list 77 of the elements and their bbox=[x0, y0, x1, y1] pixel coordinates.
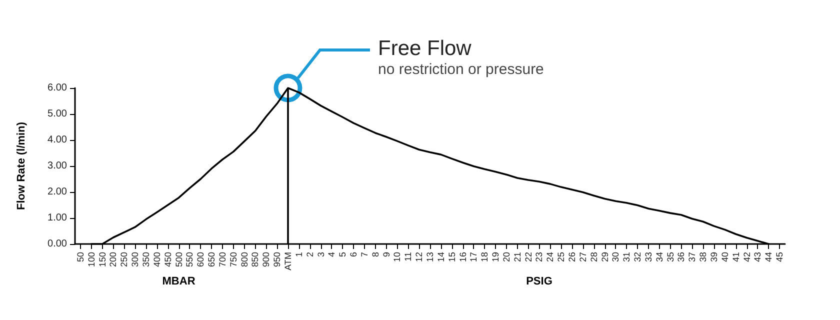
x-tick-label: 11 bbox=[403, 252, 414, 262]
y-tick-label: 1.00 bbox=[48, 212, 68, 224]
x-tick-label: 1 bbox=[294, 252, 304, 258]
x-tick-label: ATM bbox=[283, 252, 293, 270]
x-tick-label: 41 bbox=[730, 252, 741, 262]
y-tick-label: 4.00 bbox=[48, 134, 68, 146]
y-tick-label: 3.00 bbox=[48, 160, 68, 172]
x-tick-label: 7 bbox=[359, 252, 370, 258]
x-tick-label: 2 bbox=[304, 252, 315, 258]
x-tick-label: 300 bbox=[130, 252, 140, 268]
x-tick-label: 25 bbox=[556, 252, 566, 262]
x-tick-label: 18 bbox=[480, 252, 490, 262]
x-tick-label: 6 bbox=[348, 252, 359, 258]
x-tick-label: 8 bbox=[370, 252, 380, 258]
x-tick-label: 28 bbox=[588, 252, 599, 262]
text: PSIG bbox=[526, 276, 552, 288]
x-tick-label: 23 bbox=[534, 252, 544, 262]
x-tick-label: 38 bbox=[698, 252, 708, 262]
x-tick-label: 3 bbox=[316, 252, 326, 258]
y-tick-label: 5.00 bbox=[48, 108, 68, 120]
y-tick-label: 0.00 bbox=[48, 238, 68, 250]
x-tick-label: 43 bbox=[752, 252, 763, 262]
text: MBAR bbox=[162, 276, 196, 288]
x-tick-label: 12 bbox=[414, 252, 424, 262]
x-tick-label: 16 bbox=[458, 252, 468, 262]
x-tick-label: 850 bbox=[250, 252, 260, 268]
x-tick-label: 37 bbox=[687, 252, 698, 262]
x-tick-label: 32 bbox=[632, 252, 643, 262]
y-tick-label: 6.00 bbox=[48, 82, 68, 94]
x-tick-label: 14 bbox=[436, 252, 446, 262]
x-tick-label: 150 bbox=[97, 252, 108, 268]
x-tick-label: 450 bbox=[162, 252, 173, 268]
x-tick-label: 500 bbox=[174, 252, 184, 268]
y-axis-title: Flow Rate (l/min) bbox=[16, 122, 28, 210]
x-tick-label: 24 bbox=[545, 252, 556, 262]
x-tick-label: 400 bbox=[152, 252, 162, 268]
x-tick-label: 45 bbox=[774, 252, 785, 262]
x-tick-label: 36 bbox=[676, 252, 686, 262]
text: Free Flow bbox=[378, 37, 472, 60]
text: no restriction or pressure bbox=[378, 61, 544, 78]
x-tick-label: 17 bbox=[468, 252, 479, 262]
x-tick-label: 27 bbox=[578, 252, 588, 262]
x-tick-label: 44 bbox=[764, 252, 774, 262]
x-tick-label: 29 bbox=[600, 252, 610, 262]
x-tick-label: 950 bbox=[272, 252, 282, 268]
x-tick-label: 700 bbox=[217, 252, 228, 268]
x-tick-label: 35 bbox=[665, 252, 676, 262]
x-tick-label: 13 bbox=[425, 252, 435, 262]
x-tick-label: 550 bbox=[184, 252, 195, 268]
x-tick-label: 42 bbox=[742, 252, 752, 262]
x-tick-label: 26 bbox=[567, 252, 577, 262]
x-tick-label: 15 bbox=[446, 252, 457, 262]
x-tick-label: 600 bbox=[196, 252, 206, 268]
x-tick-label: 200 bbox=[108, 252, 118, 268]
x-tick-label: 100 bbox=[86, 252, 96, 268]
x-tick-label: 900 bbox=[261, 252, 272, 268]
x-tick-label: 10 bbox=[392, 252, 402, 262]
x-tick-label: 33 bbox=[643, 252, 654, 262]
x-tick-label: 800 bbox=[239, 252, 250, 268]
x-tick-label: 39 bbox=[709, 252, 719, 262]
x-tick-label: 650 bbox=[206, 252, 217, 268]
x-tick-label: 9 bbox=[381, 252, 392, 258]
x-tick-label: 250 bbox=[119, 252, 130, 268]
x-tick-label: 350 bbox=[141, 252, 151, 268]
x-tick-label: 21 bbox=[512, 252, 522, 262]
x-tick-label: 40 bbox=[720, 252, 730, 262]
x-tick-label: 750 bbox=[228, 252, 238, 268]
x-tick-label: 20 bbox=[501, 252, 512, 262]
y-tick-label: 2.00 bbox=[48, 186, 68, 198]
x-tick-label: 30 bbox=[610, 252, 621, 262]
x-tick-label: 22 bbox=[523, 252, 534, 262]
x-tick-label: 31 bbox=[622, 252, 632, 262]
x-tick-label: 50 bbox=[75, 252, 86, 262]
x-tick-label: 34 bbox=[654, 252, 664, 262]
x-tick-label: 4 bbox=[326, 252, 337, 258]
x-tick-label: 5 bbox=[338, 252, 348, 258]
x-tick-label: 19 bbox=[490, 252, 501, 262]
